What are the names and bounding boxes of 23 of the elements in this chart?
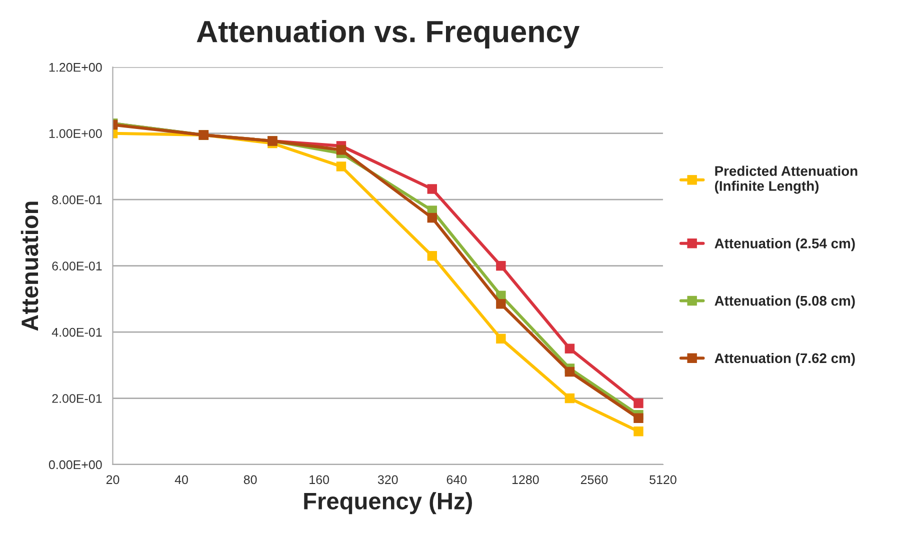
legend-label: Attenuation (5.08 cm) [714,296,855,308]
x-tick-label: 80 [244,475,257,484]
legend-label: Attenuation (2.54 cm) [714,238,855,252]
y-axis-title: Attenuation [20,202,38,331]
y-tick-label: 1.00E+00 [49,129,102,138]
legend-label: Attenuation (7.62 cm) [714,352,855,366]
x-tick-label: 2560 [580,475,608,484]
x-tick-label: 20 [106,475,120,484]
x-tick-label: 5120 [650,475,676,484]
y-tick-label: 2.00E-01 [52,394,102,403]
x-tick-label: 1280 [512,475,539,484]
legend-label: Predicted Attenuation (Infinite Length) [715,166,858,194]
chart-title: Attenuation vs. Frequency [196,20,580,48]
x-tick-label: 160 [310,475,330,484]
x-tick-label: 320 [378,475,398,484]
y-tick-label: 0.00E+00 [48,460,102,470]
x-axis-title: Frequency (Hz) [304,492,472,514]
x-tick-label: 640 [446,475,467,484]
y-tick-label: 6.00E-01 [52,262,102,270]
x-tick-label: 40 [174,475,188,484]
y-tick-label: 8.00E-01 [52,195,102,204]
y-tick-label: 4.00E-01 [52,328,102,337]
y-tick-label: 1.20E+00 [49,62,102,72]
